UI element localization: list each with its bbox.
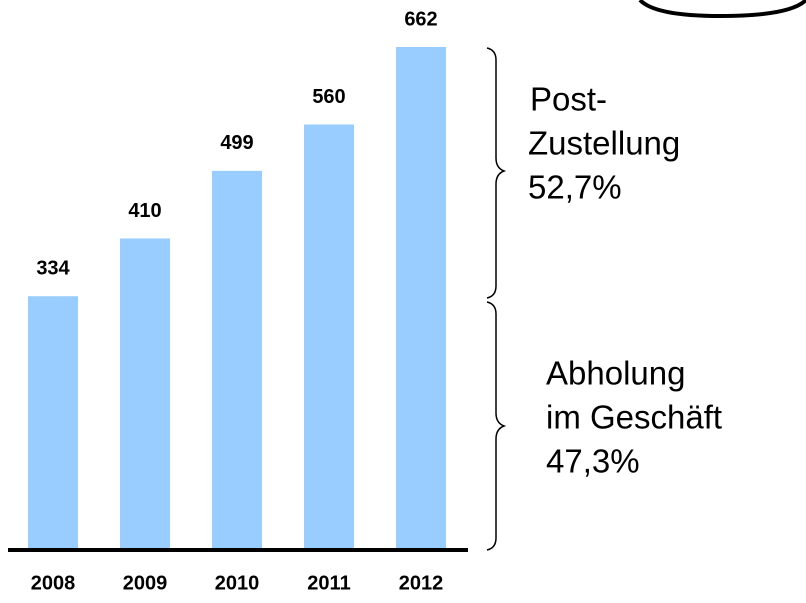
- annotation: 47,3%: [546, 443, 640, 480]
- ellipse-decoration: [638, 0, 806, 19]
- bar: [120, 238, 170, 551]
- value-label: 499: [220, 132, 253, 154]
- value-label: 410: [128, 200, 161, 222]
- value-label: 662: [404, 8, 437, 30]
- x-tick-label: 2008: [31, 572, 76, 594]
- annotation: Zustellung: [528, 125, 680, 162]
- bar: [28, 296, 78, 550]
- x-tick-label: 2010: [215, 572, 260, 594]
- annotation: 52,7%: [528, 169, 622, 206]
- x-tick-label: 2011: [307, 572, 350, 594]
- brace-upper: [486, 47, 507, 299]
- annotation: Post-: [530, 81, 607, 118]
- annotation: im Geschäft: [546, 399, 722, 436]
- value-label: 560: [312, 86, 345, 108]
- x-tick-label: 2009: [123, 572, 168, 594]
- bar: [212, 170, 262, 550]
- bar: [304, 124, 354, 550]
- annotation: Abholung: [546, 355, 685, 392]
- brace-lower: [486, 301, 507, 551]
- x-tick-label: 2012: [399, 572, 444, 594]
- value-label: 334: [36, 258, 70, 280]
- bar: [396, 47, 446, 550]
